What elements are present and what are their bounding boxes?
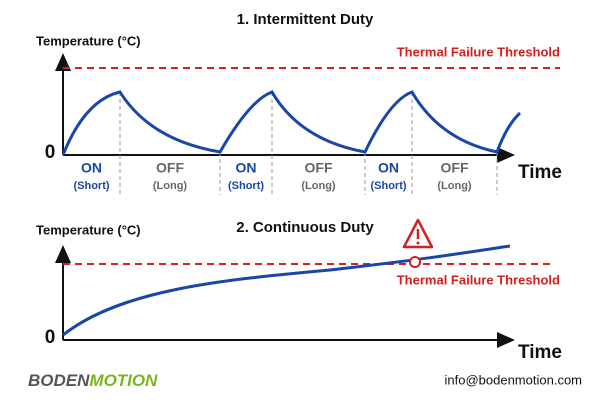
phase-duration: (Long) <box>301 180 336 192</box>
warning-icon <box>402 218 434 249</box>
failure-point <box>409 256 421 268</box>
phase-state: ON <box>236 160 257 176</box>
logo-first: BODEN <box>28 371 90 390</box>
temperature-curve <box>62 244 511 337</box>
origin-label: 0 <box>45 142 56 163</box>
phase-duration: (Long) <box>153 180 188 192</box>
phase-state: ON <box>378 160 399 176</box>
x-label: Time <box>518 162 562 183</box>
y-label: Temperature (°C) <box>36 222 141 237</box>
threshold-label: Thermal Failure Threshold <box>397 44 560 59</box>
phase-state: OFF <box>305 160 333 176</box>
phase-duration: (Short) <box>370 180 406 192</box>
y-label: Temperature (°C) <box>36 33 141 48</box>
phase-state: OFF <box>156 160 184 176</box>
phase-duration: (Short) <box>228 180 264 192</box>
logo: BODENMOTION <box>28 371 158 390</box>
panel-title: 2. Continuous Duty <box>236 219 374 236</box>
origin-label: 0 <box>45 327 56 348</box>
email: info@bodenmotion.com <box>445 372 583 387</box>
logo-second: MOTION <box>89 371 158 390</box>
x-label: Time <box>518 342 562 363</box>
threshold-label: Thermal Failure Threshold <box>397 272 560 287</box>
phase-duration: (Long) <box>437 180 472 192</box>
phase-dividers <box>119 92 498 195</box>
panel-title: 1. Intermittent Duty <box>237 11 374 28</box>
phase-state: OFF <box>441 160 469 176</box>
phase-duration: (Short) <box>73 180 109 192</box>
phase-state: ON <box>81 160 102 176</box>
temperature-curve <box>61 90 522 156</box>
